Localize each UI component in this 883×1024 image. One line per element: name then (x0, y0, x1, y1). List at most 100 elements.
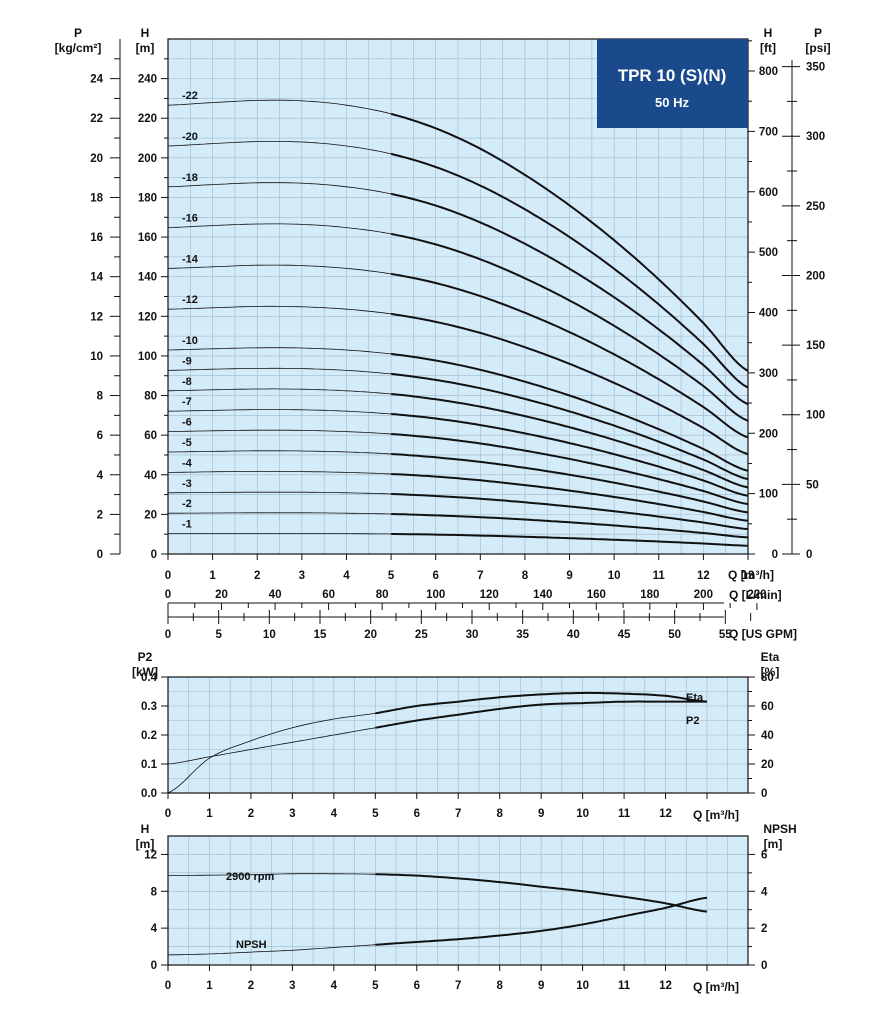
h-ft-ticks: 0 100 200 300 400 500 600 700 800 (748, 40, 778, 561)
p-psi-tick-label: 50 (806, 479, 819, 491)
power-q-tick-label: 3 (289, 808, 295, 820)
p-kgcm2-tick-label: 22 (90, 113, 103, 125)
npsh-q-tick-label: 4 (331, 980, 338, 992)
q-lmin-tick-label: 100 (426, 589, 445, 601)
eta-tick-label: 60 (761, 701, 774, 713)
npsh-q-tick-label: 2 (248, 980, 254, 992)
q-lmin-tick-label: 60 (322, 589, 335, 601)
p-psi-tick-label: 100 (806, 410, 825, 422)
q-gpm-tick-label: 50 (668, 629, 681, 641)
q-gpm-tick-label: 0 (165, 629, 171, 641)
q-m3h-tick-label: 7 (477, 570, 483, 582)
eta-curve-label: Eta (686, 692, 704, 704)
head-curve-label: -22 (182, 90, 198, 102)
h-m-tick-label: 160 (138, 232, 157, 244)
h2-ticks: 0 4 8 12 (144, 849, 168, 972)
head-curve-3-operating (391, 493, 749, 530)
model-badge-subtitle: 50 Hz (655, 95, 689, 110)
q-lmin-tick-label: 0 (165, 589, 171, 601)
head-curve-14-thin (167, 264, 392, 275)
head-curve-12-thin (167, 305, 392, 315)
p-psi-tick-label: 300 (806, 131, 825, 143)
h-ft-tick-label: 200 (759, 428, 778, 440)
q-gpm-tick-label: 25 (415, 629, 428, 641)
head-curve-label: -12 (182, 294, 198, 306)
h-m-tick-label: 20 (144, 509, 157, 521)
power-curve-p2-thin (167, 727, 376, 765)
npsh-q-tick-label: 12 (659, 980, 672, 992)
power-q-tick-label: 12 (659, 808, 672, 820)
npsh-curve-npsh-operating (375, 896, 708, 946)
q-lmin-tick-label: 220 (747, 589, 766, 601)
head-curve-6-operating (391, 433, 749, 506)
q-lmin-tick-label: 160 (587, 589, 606, 601)
npsh-ticks: 0 2 4 6 (748, 849, 768, 972)
npsh-q-tick-label: 8 (496, 980, 503, 992)
head-curve-label: -6 (182, 417, 192, 429)
h-ft-tick-label: 800 (759, 66, 778, 78)
head-curves (167, 99, 749, 547)
npsh-q-tick-label: 6 (414, 980, 420, 992)
head-curve-14-operating (390, 272, 749, 439)
q-gpm-tick-label: 35 (516, 629, 529, 641)
head-curve-label: -7 (182, 396, 192, 408)
eta-tick-label: 20 (761, 759, 774, 771)
h2-tick-label: 12 (144, 849, 157, 861)
p2-ticks: 0.0 0.1 0.2 0.3 0.4 (141, 672, 168, 800)
head-curve-label: -16 (182, 213, 198, 225)
p-kgcm2-axis-unit: [kg/cm²] (55, 41, 102, 55)
p-psi-axis-title: P (814, 26, 822, 40)
h-m-tick-label: 120 (138, 311, 157, 323)
h-m-tick-label: 80 (144, 391, 157, 403)
p-psi-tick-label: 150 (806, 340, 825, 352)
p-kgcm2-tick-label: 2 (97, 509, 103, 521)
head-curve-label: -10 (182, 335, 198, 347)
q-gpm-tick-label: 15 (314, 629, 327, 641)
power-q-tick-label: 11 (618, 808, 631, 820)
head-curve-label: -4 (182, 457, 193, 469)
h2-tick-label: 0 (151, 960, 157, 972)
npsh-curve-label: NPSH (236, 939, 267, 951)
npsh-q-tick-label: 11 (618, 980, 631, 992)
h-m-tick-label: 0 (151, 549, 157, 561)
npsh-curve-npsh-thin (167, 944, 376, 956)
head-curve-20-operating (390, 152, 749, 389)
q-lmin-ticks: 0 20 40 60 80 100 120 140 160 180 200 220 (165, 589, 767, 610)
npsh-tick-label: 2 (761, 923, 767, 935)
head-curve-2-operating (391, 513, 749, 539)
eta-tick-label: 0 (761, 788, 767, 800)
power-q-tick-label: 5 (372, 808, 379, 820)
npsh-tick-label: 0 (761, 960, 767, 972)
head-curve-2-thin (168, 512, 392, 515)
q-lmin-axis-title: Q [L/min] (729, 588, 782, 602)
npsh-axis-title: NPSH (763, 822, 796, 836)
npsh-q-tick-label: 3 (289, 980, 295, 992)
head-curve-5-operating (391, 453, 749, 514)
h2-tick-label: 4 (151, 923, 158, 935)
eta-ticks: 0 20 40 60 80 (748, 672, 774, 800)
p-kgcm2-tick-label: 14 (90, 272, 103, 284)
h-ft-tick-label: 400 (759, 308, 778, 320)
power-curve-eta-operating (375, 691, 708, 715)
h2-axis-unit: [m] (136, 837, 155, 851)
head-curve-labels: -1 -2 -3 -4 -5 -6 -7 -8 -9 -10 -12 -14 -16 -18 -20 -22 (182, 90, 199, 530)
p2-axis-unit: [kW] (132, 665, 158, 679)
q-gpm-tick-label: 20 (364, 629, 377, 641)
head-curve-22-operating (390, 112, 749, 372)
eta-axis-unit: [%] (761, 665, 780, 679)
h-m-axis-title: H (141, 26, 150, 40)
head-capacity-panel: -1-2-3-4-5-6-7-8-9-10-12-14-16-18-20-22 … (55, 26, 831, 641)
head-curve-12-operating (390, 312, 749, 456)
q-m3h-tick-label: 5 (388, 570, 395, 582)
power-q-tick-label: 2 (248, 808, 254, 820)
p-kgcm2-tick-label: 12 (90, 311, 103, 323)
power-q-ticks: 0 1 2 3 4 5 6 7 8 9 10 11 12 (165, 793, 708, 820)
head-curve-16-thin (167, 223, 392, 235)
npsh-q-axis-title: Q [m³/h] (693, 980, 739, 994)
p-kgcm2-tick-label: 20 (90, 153, 103, 165)
q-m3h-tick-label: 3 (299, 570, 305, 582)
npsh-curves: 2900 rpm NPSH (167, 871, 708, 956)
